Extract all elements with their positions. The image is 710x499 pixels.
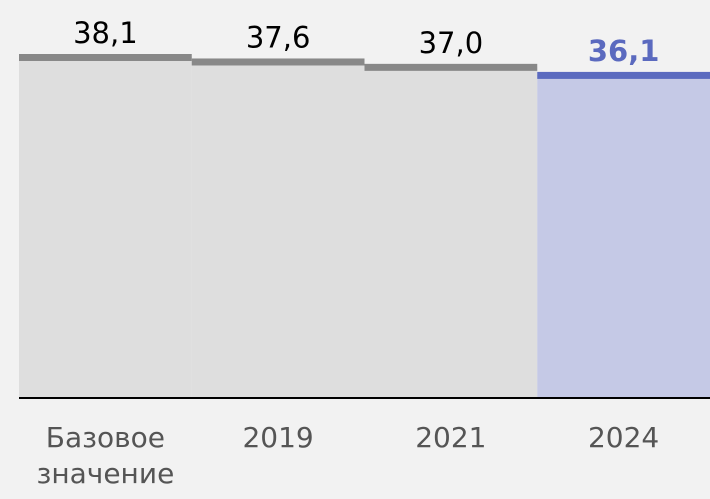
- bar-top: [364, 63, 538, 71]
- value-label: 38,1: [73, 16, 138, 50]
- value-label: 37,0: [419, 26, 484, 60]
- bar: [364, 66, 538, 398]
- value-label: 37,6: [246, 20, 311, 54]
- x-tick-label: 2024: [587, 421, 660, 454]
- bar-top: [537, 71, 710, 79]
- bar-top: [19, 54, 192, 62]
- x-tick-label: 2019: [242, 421, 314, 454]
- bar: [191, 61, 365, 398]
- x-tick-label: Базовое значение: [36, 421, 175, 490]
- bar-top: [191, 58, 365, 66]
- value-label: 36,1: [588, 34, 660, 68]
- bar: [537, 74, 710, 398]
- bar: [19, 57, 192, 398]
- x-tick-label: 2021: [415, 421, 487, 454]
